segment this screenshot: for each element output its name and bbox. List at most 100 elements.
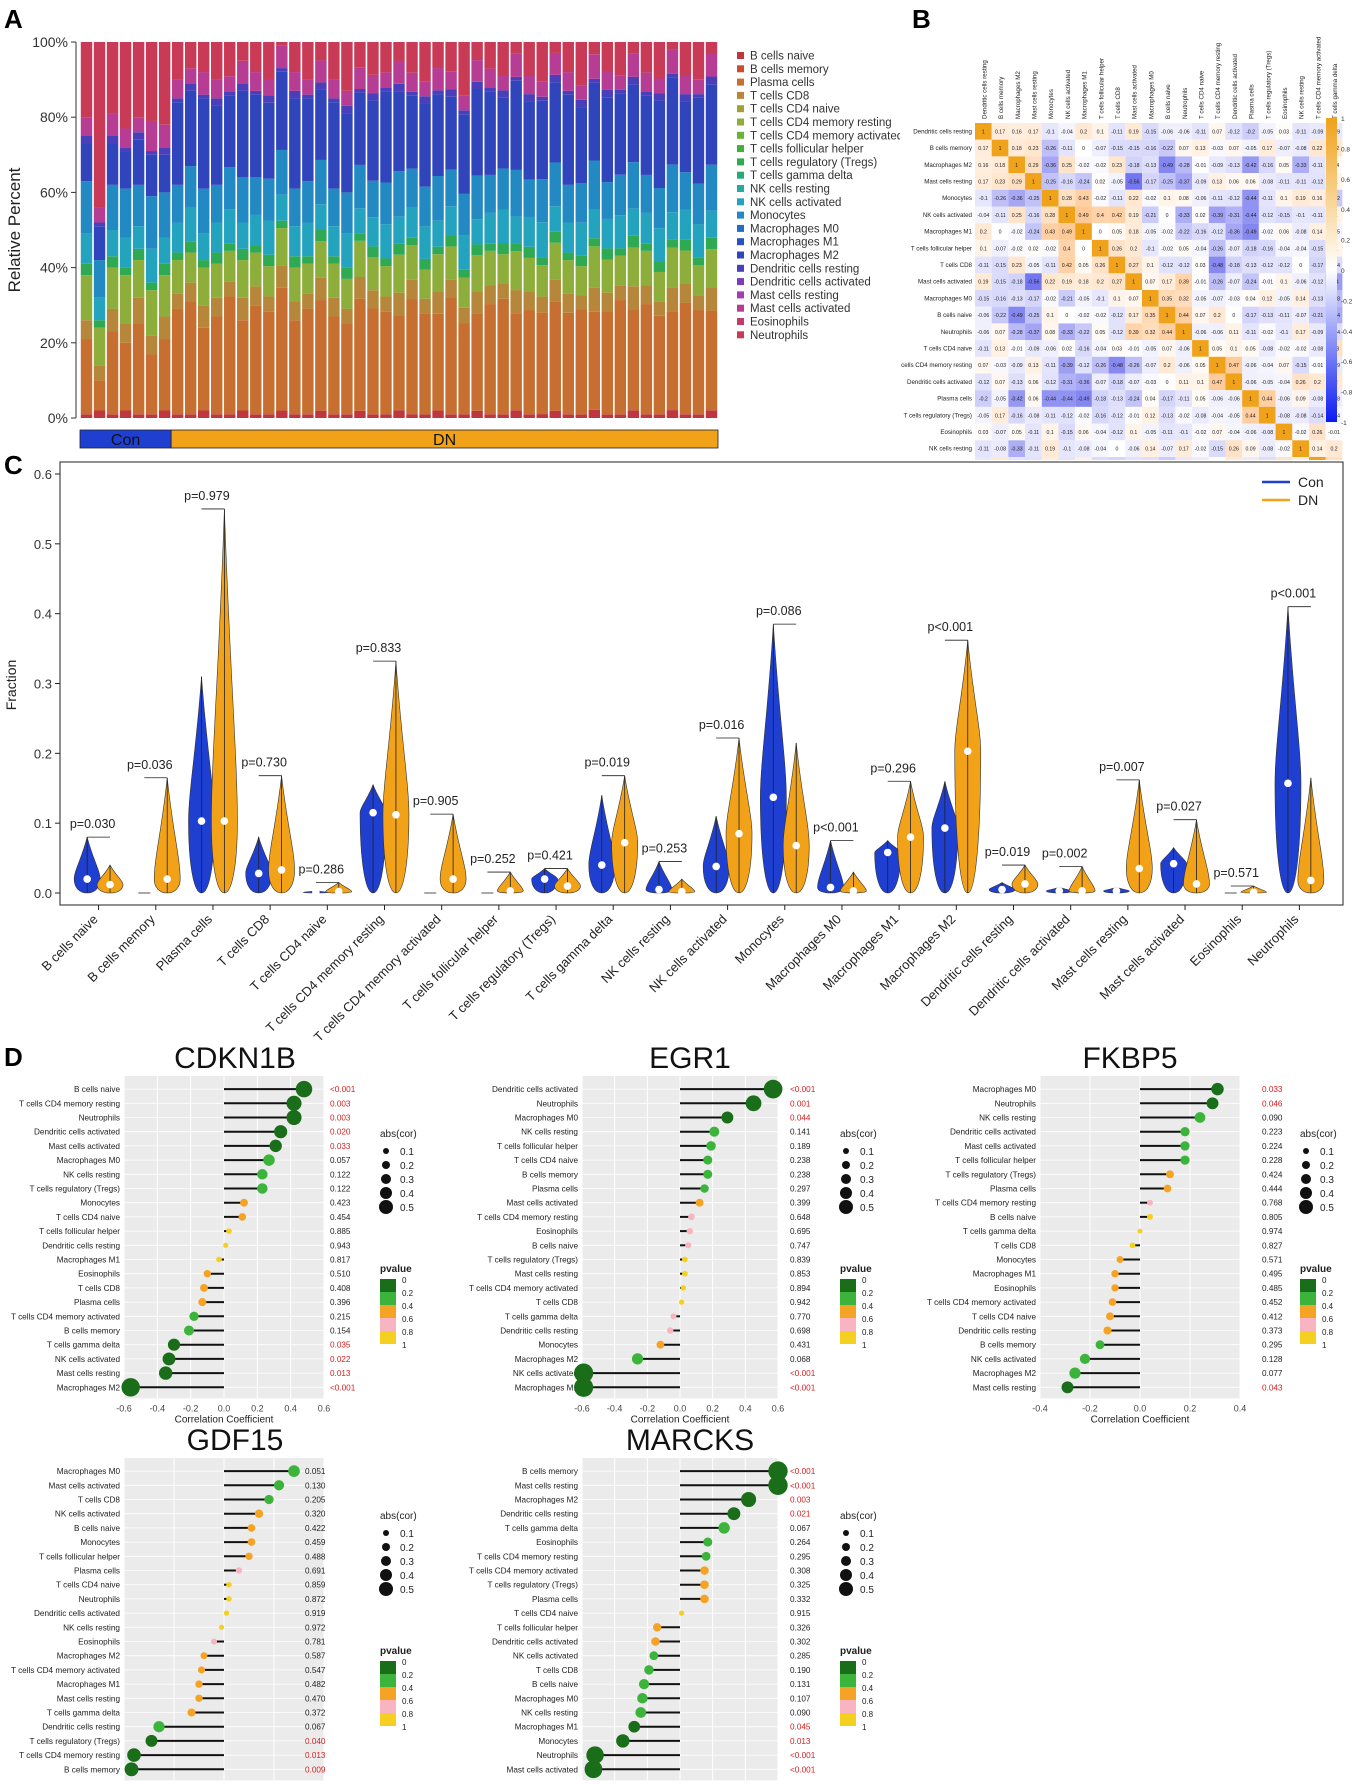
- bar-segment: [171, 98, 184, 103]
- violin-dn-median: [906, 833, 915, 841]
- bar-segment: [601, 292, 614, 312]
- cell-value: -0.22: [1178, 230, 1190, 236]
- heatmap-cell: [1058, 340, 1076, 357]
- row-label: B cells naive: [74, 1085, 120, 1094]
- pvalue-legend-swatch: [380, 1292, 396, 1305]
- cell-value: 0.17: [1162, 280, 1172, 286]
- pvalue-legend-label: 0: [862, 1276, 867, 1285]
- lollipop-dot: [240, 1198, 248, 1207]
- row-label: NK cells resting: [979, 1114, 1036, 1123]
- bar-segment: [380, 414, 392, 418]
- cell-value: -0.12: [1261, 213, 1273, 219]
- bar-segment: [692, 97, 705, 184]
- bar-segment: [510, 42, 522, 54]
- lollipop-dot: [127, 1748, 141, 1762]
- bar-segment: [119, 267, 132, 276]
- pvalue-label: 0.033: [330, 1142, 351, 1151]
- heatmap-cell: [1125, 373, 1142, 391]
- row-label: NK cells activated: [55, 1355, 121, 1364]
- pvalue-label: 0.022: [330, 1355, 351, 1364]
- cell-value: 1: [1249, 397, 1252, 403]
- pvalue-label: 0.444: [1262, 1185, 1283, 1194]
- row-label: Mast cells activated: [49, 1142, 121, 1151]
- bar-segment: [393, 216, 405, 244]
- lollipop-dot: [631, 1353, 644, 1365]
- legend-label: NK cells activated: [750, 197, 841, 209]
- cell-value: -0.08: [1311, 397, 1323, 403]
- pvalue-legend-swatch: [840, 1292, 856, 1305]
- heatmap-cell: [1309, 440, 1326, 457]
- heatmap-cell: [1192, 239, 1209, 257]
- size-legend-label: 0.2: [400, 1161, 414, 1172]
- pvalue-label: 0.264: [790, 1538, 811, 1547]
- pvalue-legend-swatch: [840, 1687, 856, 1700]
- cell-value: -0.12: [1178, 263, 1190, 269]
- row-label: Macrophages M1: [57, 1256, 121, 1265]
- row-label: Eosinophils: [78, 1270, 120, 1279]
- heatmap-cell: [1125, 173, 1142, 190]
- cell-value: -0.05: [1111, 179, 1123, 185]
- heatmap-cell: [1125, 306, 1142, 324]
- heatmap-cell: [1275, 239, 1293, 257]
- size-legend-dot: [380, 1187, 392, 1199]
- row-label: T cells gamma delta: [505, 1524, 579, 1533]
- bar-segment: [510, 216, 522, 244]
- violin-dn-median: [963, 747, 972, 756]
- x-tick-label: 0.6: [772, 1403, 785, 1413]
- row-label: Macrophages M0: [924, 295, 972, 302]
- size-legend-label: 0.3: [860, 1175, 874, 1186]
- bar-segment: [93, 365, 106, 381]
- lollipop-dot: [1180, 1141, 1190, 1151]
- bar-segment: [80, 181, 93, 234]
- bar-segment: [119, 42, 132, 129]
- cell-value: -0.09: [1211, 163, 1223, 169]
- bar-segment: [406, 91, 418, 96]
- cell-value: -0.06: [1178, 346, 1190, 352]
- cell-value: -0.07: [1295, 313, 1307, 319]
- cell-value: -0.15: [1211, 447, 1223, 453]
- bar-segment: [562, 312, 574, 415]
- bar-segment: [289, 267, 301, 302]
- cell-value: -0.06: [977, 313, 989, 319]
- lollipop-dot: [263, 1154, 275, 1166]
- heatmap-cell: [1158, 123, 1176, 140]
- y-tick-label: 0.6: [34, 467, 52, 482]
- bar-segment: [458, 95, 470, 111]
- bar-segment: [380, 311, 392, 415]
- bar-segment: [536, 42, 548, 82]
- heatmap-cell: [1208, 290, 1226, 307]
- heatmap-cell: [1258, 206, 1276, 224]
- bar-segment: [145, 335, 158, 355]
- row-label: T cells CD4 memory activated: [927, 1298, 1036, 1307]
- pvalue-legend-swatch: [380, 1318, 396, 1331]
- cell-value: -0.02: [1078, 163, 1090, 169]
- bar-segment: [627, 162, 640, 209]
- cell-value: -0.21: [1061, 296, 1073, 302]
- bar-segment: [432, 410, 444, 418]
- bar-segment: [549, 242, 561, 280]
- bar-segment: [263, 79, 275, 96]
- size-legend-label: 0.5: [860, 1585, 874, 1596]
- bar-segment: [536, 312, 548, 415]
- heatmap-cell: [975, 189, 992, 207]
- cell-value: 0: [1099, 230, 1102, 236]
- cell-value: -0.24: [1245, 280, 1257, 286]
- x-tick-label: -0.6: [116, 1403, 132, 1413]
- cell-value: -0.42: [1011, 397, 1023, 403]
- bar-segment: [640, 414, 653, 418]
- row-label: Dendritic cells resting: [42, 1241, 120, 1250]
- bar-segment: [601, 97, 614, 183]
- heatmap-cell: [1192, 323, 1209, 341]
- bar-segment: [588, 160, 601, 210]
- cell-value: 0.18: [995, 163, 1005, 169]
- bar-segment: [679, 94, 692, 102]
- heatmap-cell: [1292, 390, 1309, 407]
- gene-title: CDKN1B: [174, 1042, 296, 1075]
- bar-segment: [510, 169, 522, 217]
- row-label: NK cells resting: [521, 1128, 578, 1137]
- pvalue-legend-swatch: [840, 1305, 856, 1318]
- bar-segment: [263, 254, 275, 267]
- violin-dn-median: [1078, 887, 1086, 895]
- heatmap-cell: [1025, 440, 1042, 457]
- colorbar-tick-label: 1: [1341, 116, 1345, 123]
